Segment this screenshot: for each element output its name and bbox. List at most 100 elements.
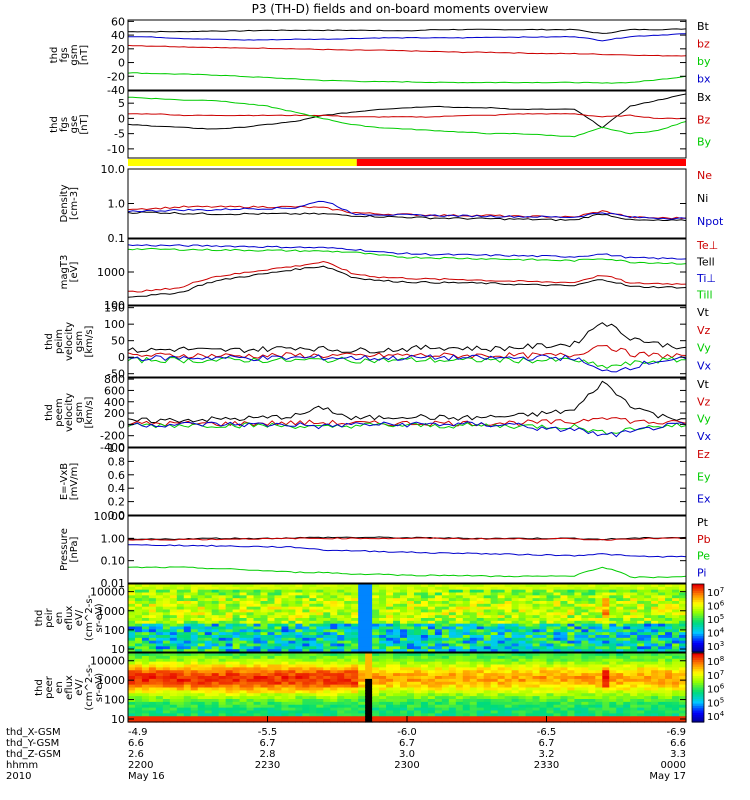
- heatmap-cell: [400, 632, 408, 636]
- heatmap-cell: [525, 618, 534, 622]
- heatmap-cell: [539, 643, 548, 647]
- heatmap-cell: [190, 626, 199, 630]
- heatmap-cell: [218, 653, 227, 657]
- heatmap-cell: [400, 710, 408, 714]
- heatmap-cell: [253, 623, 262, 628]
- heatmap-cell: [567, 643, 575, 647]
- heatmap-cell: [162, 615, 171, 619]
- y-axis-label: peir: [44, 607, 55, 627]
- heatmap-cell: [441, 615, 450, 619]
- heatmap-cell: [246, 598, 255, 602]
- heatmap-cell: [274, 609, 283, 613]
- heatmap-cell: [358, 710, 366, 714]
- heatmap-cell: [567, 681, 575, 686]
- heatmap-cell: [134, 603, 143, 608]
- heatmap-cell: [141, 684, 150, 689]
- heatmap-cell: [609, 713, 617, 717]
- heatmap-cell: [323, 601, 331, 605]
- heatmap-cell: [239, 592, 248, 596]
- heatmap-cell: [281, 612, 290, 616]
- colorbar-step: [692, 599, 704, 603]
- heatmap-cell: [630, 649, 638, 653]
- heatmap-cell: [574, 609, 582, 613]
- heatmap-cell: [379, 637, 387, 642]
- heatmap-cell: [469, 592, 478, 596]
- heatmap-cell: [190, 609, 199, 613]
- heatmap-cell: [490, 646, 499, 650]
- heatmap-cell: [148, 640, 157, 645]
- heatmap-cell: [183, 707, 192, 712]
- x-tick-label: -4.9: [128, 727, 148, 738]
- heatmap-cell: [162, 646, 171, 650]
- y-axis-label: peer: [44, 675, 55, 699]
- heatmap-cell: [602, 592, 610, 596]
- heatmap-cell: [176, 653, 185, 657]
- heatmap-cell: [476, 696, 485, 700]
- heatmap-cell: [497, 646, 506, 650]
- heatmap-cell: [588, 646, 596, 650]
- heatmap-cell: [553, 661, 562, 666]
- heatmap-cell: [134, 707, 143, 712]
- y-axis-label: gsm: [69, 44, 80, 65]
- heatmap-cell: [497, 664, 506, 668]
- heatmap-cell: [658, 658, 666, 663]
- heatmap-cell: [274, 626, 283, 630]
- heatmap-cell: [672, 603, 680, 608]
- heatmap-cell: [658, 649, 666, 653]
- heatmap-cell: [483, 667, 492, 671]
- heatmap-cell: [497, 681, 506, 686]
- heatmap-cell: [434, 704, 443, 709]
- heatmap-cell: [609, 586, 617, 591]
- heatmap-cell: [295, 637, 303, 642]
- heatmap-cell: [260, 592, 269, 596]
- heatmap-cell: [274, 646, 283, 650]
- heatmap-cell: [504, 653, 513, 657]
- heatmap-cell: [462, 673, 471, 677]
- y-axis-label: thd: [49, 47, 60, 64]
- heatmap-cell: [427, 710, 436, 714]
- heatmap-cell: [497, 643, 506, 647]
- heatmap-cell: [400, 653, 408, 657]
- colorbar-step: [692, 719, 704, 723]
- heatmap-cell: [260, 707, 269, 712]
- heatmap-cell: [386, 716, 394, 720]
- y-tick-label: 40: [111, 29, 125, 42]
- heatmap-cell: [330, 676, 338, 680]
- heatmap-cell: [260, 603, 269, 608]
- heatmap-cell: [644, 687, 652, 691]
- heatmap-cell: [323, 719, 331, 723]
- heatmap-cell: [128, 704, 136, 709]
- heatmap-cell: [309, 664, 317, 668]
- heatmap-cell: [281, 589, 290, 594]
- heatmap-cell: [344, 598, 352, 602]
- heatmap-cell: [532, 640, 541, 645]
- heatmap-cell: [260, 667, 269, 671]
- heatmap-cell: [260, 629, 269, 633]
- heatmap-cell: [490, 693, 499, 697]
- heatmap-cell: [595, 661, 603, 666]
- heatmap-cell: [148, 601, 157, 605]
- heatmap-cell: [246, 649, 255, 653]
- heatmap-cell: [253, 592, 262, 596]
- heatmap-cell: [518, 620, 527, 625]
- heatmap-cell: [560, 716, 569, 720]
- heatmap-cell: [218, 592, 227, 596]
- heatmap-cell: [134, 595, 143, 599]
- colorbar-step: [692, 631, 704, 635]
- heatmap-cell: [637, 640, 645, 645]
- heatmap-cell: [232, 673, 241, 677]
- heatmap-cell: [295, 629, 303, 633]
- heatmap-cell: [407, 637, 415, 642]
- heatmap-cell: [616, 713, 624, 717]
- heatmap-cell: [637, 710, 645, 714]
- heatmap-cell: [393, 681, 401, 686]
- y-tick-label: 60: [111, 15, 125, 28]
- heatmap-cell: [623, 658, 631, 663]
- heatmap-cell: [476, 681, 485, 686]
- heatmap-cell: [616, 603, 624, 608]
- heatmap-cell: [351, 699, 359, 703]
- heatmap-cell: [518, 707, 527, 712]
- heatmap-cell: [448, 655, 457, 660]
- heatmap-cell: [281, 684, 290, 689]
